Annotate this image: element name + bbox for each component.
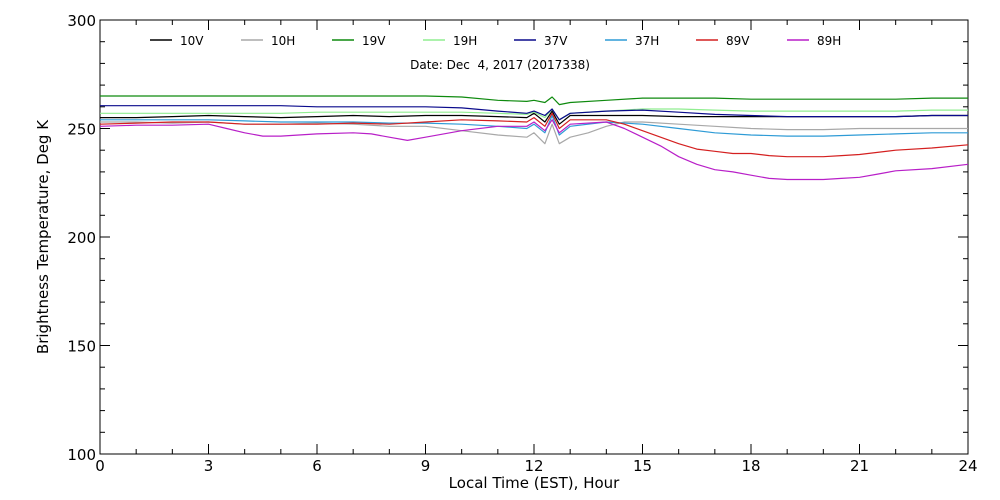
- legend-label-19v: 19V: [362, 34, 386, 48]
- y-tick-label: 250: [67, 121, 96, 139]
- x-tick-label: 18: [741, 457, 760, 475]
- x-tick-label: 21: [850, 457, 869, 475]
- legend-label-19h: 19H: [453, 34, 477, 48]
- series-line-19v: [100, 95, 968, 106]
- x-tick-label: 12: [524, 457, 543, 475]
- series-lines: [99, 95, 969, 181]
- series-line-89v: [99, 112, 969, 158]
- axis-ticks: 0 3 6 9 12 15 18 21 24 100 150 200 250 300: [67, 12, 977, 475]
- legend: 10V 10H 19V 19H 37V 37H 89V 89H: [150, 34, 841, 48]
- plot-frame: [99, 19, 969, 455]
- y-axis-title: Brightness Temperature, Deg K: [34, 119, 52, 354]
- x-tick-label: 0: [95, 457, 105, 475]
- legend-label-89v: 89V: [726, 34, 750, 48]
- x-tick-label: 15: [633, 457, 652, 475]
- series-line-89h: [99, 119, 969, 181]
- y-tick-label: 200: [67, 229, 96, 247]
- legend-label-37v: 37V: [544, 34, 568, 48]
- x-tick-label: 9: [421, 457, 431, 475]
- y-tick-label: 300: [67, 12, 96, 30]
- series-line-10h: [100, 121, 968, 145]
- legend-label-10v: 10V: [180, 34, 204, 48]
- legend-label-89h: 89H: [817, 34, 841, 48]
- series-line-37v: [100, 105, 968, 121]
- y-tick-label: 150: [67, 338, 96, 356]
- x-tick-label: 3: [204, 457, 214, 475]
- x-tick-label: 6: [312, 457, 322, 475]
- series-line-37h: [100, 114, 968, 137]
- date-annotation: Date: Dec 4, 2017 (2017338): [410, 58, 590, 72]
- legend-label-37h: 37H: [635, 34, 659, 48]
- series-line-19h: [100, 108, 968, 121]
- legend-label-10h: 10H: [271, 34, 295, 48]
- x-tick-label: 24: [958, 457, 977, 475]
- y-tick-label: 100: [67, 446, 96, 464]
- x-axis-title: Local Time (EST), Hour: [449, 474, 620, 492]
